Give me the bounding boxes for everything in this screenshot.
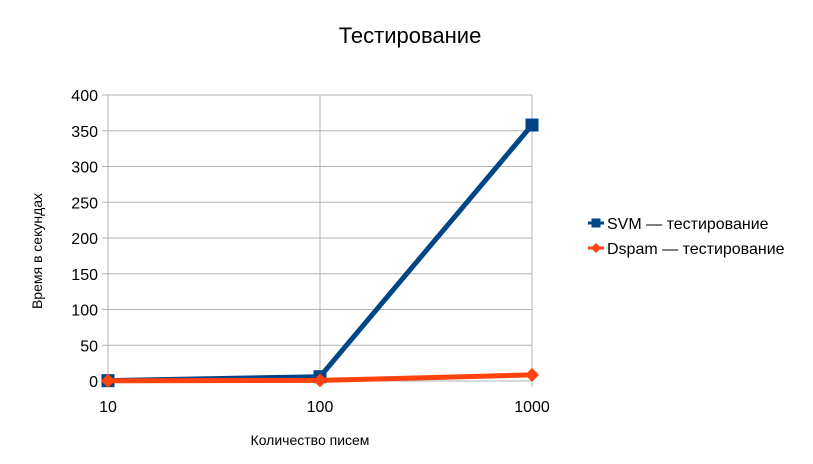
y-tick-label: 300 [71,160,98,177]
y-tick-label: 350 [71,124,98,141]
y-tick-label: 400 [71,88,98,105]
series-dspam [101,367,539,388]
y-tick-label: 200 [71,231,98,248]
data-point [525,367,539,382]
legend-swatch-marker [591,218,601,228]
grid [102,94,533,387]
data-point [525,118,539,132]
legend: SVM — тестирование Dspam — тестирование [588,216,785,258]
legend-item-svm: SVM — тестирование [588,216,769,233]
x-tick-label: 10 [99,399,117,416]
y-axis-ticks: 0 50 100 150 200 250 300 350 400 [71,88,98,391]
x-tick-label: 100 [307,399,334,416]
y-tick-label: 50 [80,338,98,355]
y-axis-title: Время в секундах [29,193,45,309]
legend-item-dspam: Dspam — тестирование [588,241,785,258]
legend-label: SVM — тестирование [607,216,769,233]
data-point [101,373,115,388]
y-tick-label: 150 [71,267,98,284]
x-tick-label: 1000 [514,399,550,416]
legend-swatch-marker [591,243,601,253]
y-tick-label: 250 [71,195,98,212]
series-layer [101,118,539,388]
y-tick-label: 0 [89,374,98,391]
x-axis-title: Количество писем [251,432,370,448]
y-tick-label: 100 [71,303,98,320]
legend-label: Dspam — тестирование [607,241,785,258]
x-axis-ticks: 10 100 1000 [99,399,550,416]
data-point [313,373,327,388]
chart-title: Тестирование [339,23,482,48]
